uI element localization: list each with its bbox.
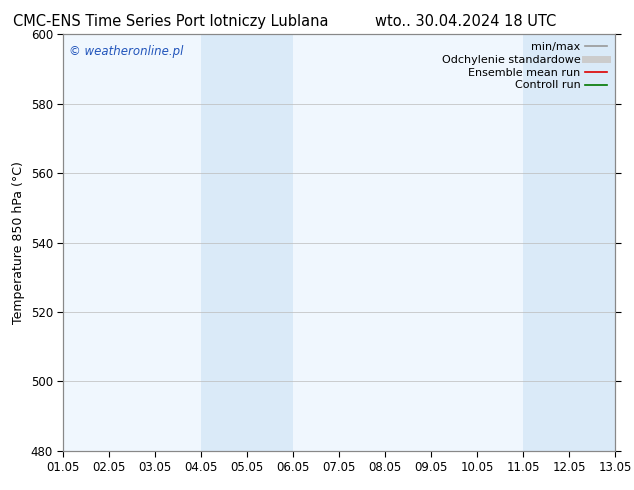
- Bar: [202, 34, 293, 451]
- Text: CMC-ENS Time Series Port lotniczy Lublana: CMC-ENS Time Series Port lotniczy Lublan…: [13, 14, 329, 29]
- Bar: [523, 34, 615, 451]
- Text: wto.. 30.04.2024 18 UTC: wto.. 30.04.2024 18 UTC: [375, 14, 557, 29]
- Y-axis label: Temperature 850 hPa (°C): Temperature 850 hPa (°C): [12, 161, 25, 324]
- Legend: min/max, Odchylenie standardowe, Ensemble mean run, Controll run: min/max, Odchylenie standardowe, Ensembl…: [439, 40, 609, 93]
- Text: © weatheronline.pl: © weatheronline.pl: [69, 45, 183, 58]
